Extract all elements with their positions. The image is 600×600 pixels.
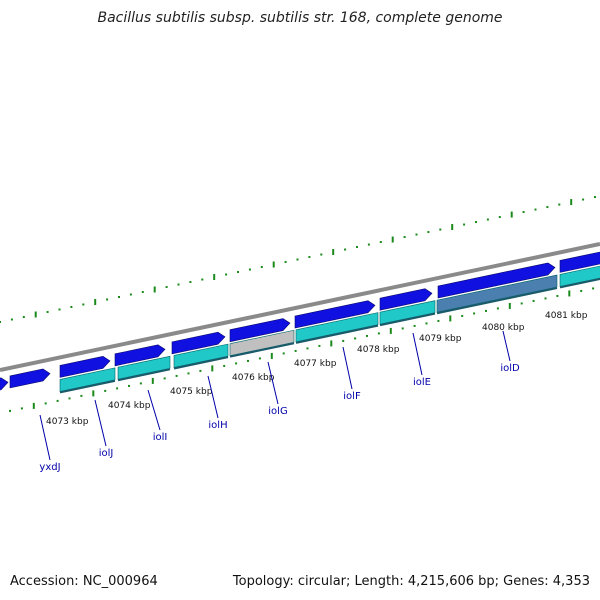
reverse-gene-shadow (59, 379, 116, 394)
reverse-gene-shadow (379, 312, 436, 327)
kbp-label: 4081 kbp (545, 311, 588, 321)
kbp-label: 4080 kbp (482, 323, 525, 333)
kbp-labels: 4073 kbp 4074 kbp 4075 kbp 4076 kbp 4077 kbp… (46, 311, 588, 427)
reverse-gene-shadow (559, 277, 600, 289)
kbp-label: 4078 kbp (357, 345, 400, 355)
outer-tick-track (0, 196, 596, 323)
gene-label: iolG (268, 406, 287, 417)
gene-label: iolE (413, 377, 431, 388)
forward-gene-arrow (171, 331, 226, 355)
gene-labels: yxdJ iolJ iolI iolH iolG iolF iolE iolD (39, 330, 520, 473)
reverse-gene-block (173, 343, 229, 368)
gene-leader-line (342, 346, 353, 390)
gene-label: iolI (153, 432, 168, 443)
reverse-strand-genes (59, 265, 600, 394)
forward-gene-arrow (294, 300, 376, 329)
kbp-label: 4075 kbp (170, 387, 213, 397)
gene-leader-line (207, 375, 219, 419)
reverse-gene-shadow (173, 356, 229, 370)
reverse-gene-block (379, 300, 436, 325)
reverse-gene-block (229, 329, 295, 357)
forward-gene-arrow (59, 356, 111, 378)
gene-leader-line (94, 399, 107, 447)
reverse-gene-shadow (117, 368, 171, 382)
gene-leader-line (147, 389, 161, 431)
gene-leader-line (267, 361, 279, 405)
forward-gene-arrow (229, 318, 291, 343)
gene-label: iolH (208, 420, 227, 431)
kbp-label: 4074 kbp (108, 401, 151, 411)
gene-label: iolF (343, 391, 361, 402)
gene-leader-line (502, 330, 511, 362)
forward-gene-arrow (9, 368, 51, 389)
kbp-label: 4079 kbp (419, 334, 462, 344)
inner-tick-track (9, 287, 595, 412)
reverse-gene-block (436, 274, 558, 313)
gene-label: yxdJ (39, 462, 60, 473)
gene-label: iolD (500, 363, 520, 374)
reverse-gene-block (295, 312, 379, 343)
forward-strand-genes (0, 251, 600, 391)
reverse-gene-block (117, 355, 171, 380)
reverse-gene-shadow (295, 324, 379, 344)
reverse-gene-shadow (436, 287, 558, 315)
forward-gene-arrow (559, 251, 600, 273)
forward-gene-arrow (114, 344, 166, 367)
kbp-label: 4076 kbp (232, 373, 275, 383)
backbone-line (0, 242, 600, 372)
topology-label: Topology: circular; Length: 4,215,606 bp… (232, 574, 590, 589)
reverse-gene-block (559, 265, 600, 287)
forward-gene-arrow (379, 288, 433, 311)
gene-leader-line (412, 332, 423, 376)
map-title: Bacillus subtilis subsp. subtilis str. 1… (97, 10, 503, 26)
forward-gene-arrow (0, 377, 9, 391)
reverse-gene-shadow (229, 342, 295, 358)
gene-leader-line (39, 414, 51, 461)
reverse-gene-block (59, 367, 116, 392)
forward-gene-arrow (437, 262, 556, 299)
kbp-label: 4073 kbp (46, 417, 89, 427)
gene-label: iolJ (99, 448, 114, 459)
accession-label: Accession: NC_000964 (10, 574, 158, 589)
kbp-label: 4077 kbp (294, 359, 337, 369)
